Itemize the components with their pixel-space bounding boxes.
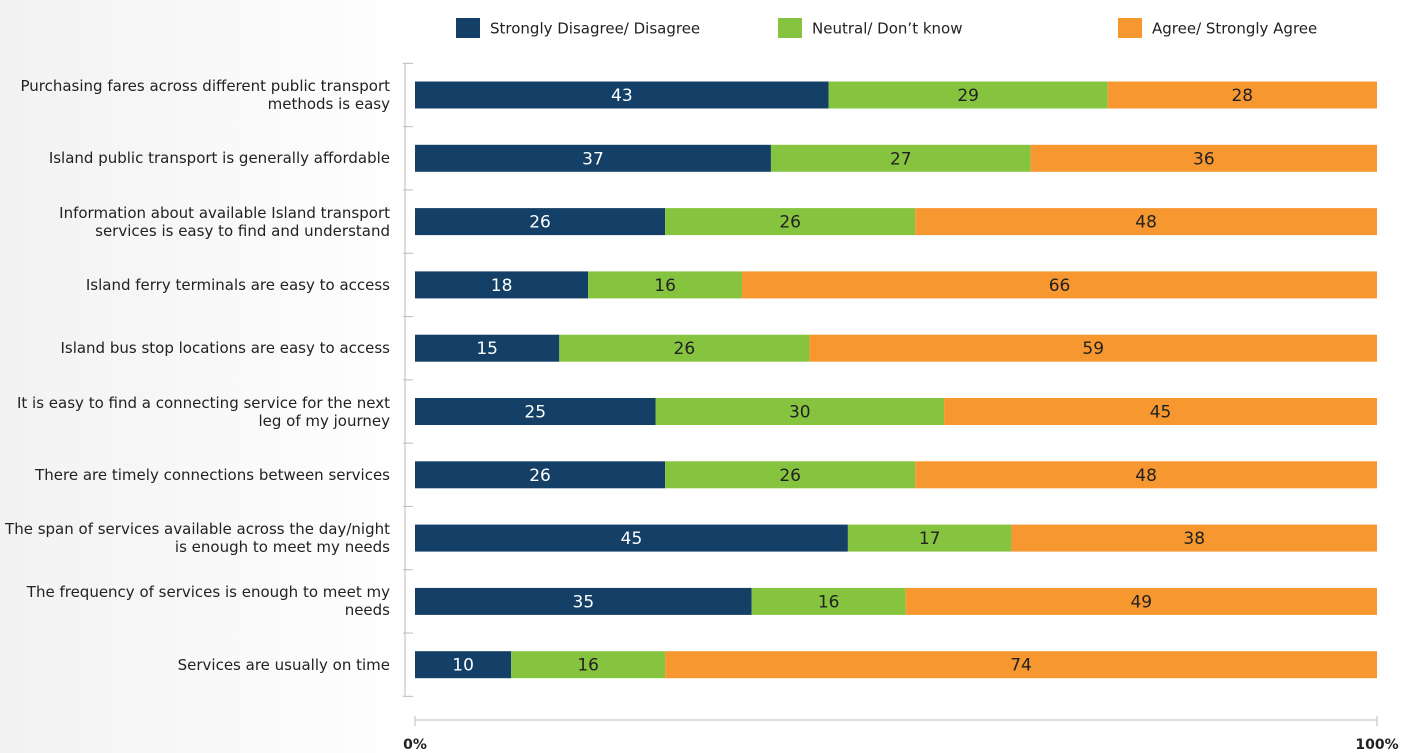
category-label: The frequency of services is enough to m… xyxy=(26,583,390,620)
legend-label: Strongly Disagree/ Disagree xyxy=(490,20,700,38)
bar-segment xyxy=(809,334,1377,362)
value-label: 36 xyxy=(1193,149,1215,169)
bar-segment xyxy=(415,271,589,299)
bar-segment xyxy=(415,208,666,236)
bar-segment xyxy=(742,271,1377,299)
value-label: 17 xyxy=(919,529,941,549)
category-label: Island ferry terminals are easy to acces… xyxy=(85,275,390,294)
value-label: 48 xyxy=(1135,466,1157,486)
bar-segment xyxy=(1107,81,1377,109)
bar-segment xyxy=(665,651,1377,679)
legend-swatch xyxy=(1118,18,1142,38)
bar-segment xyxy=(915,461,1377,489)
value-label: 26 xyxy=(529,213,551,233)
value-label: 16 xyxy=(577,656,599,676)
bar-segment xyxy=(655,398,945,425)
legend-swatch xyxy=(778,18,802,38)
bar-segment xyxy=(665,461,916,489)
bar-segment xyxy=(415,81,829,109)
value-label: 49 xyxy=(1130,592,1152,612)
bar-segment xyxy=(770,144,1031,172)
bar-segment xyxy=(944,398,1377,425)
value-label: 26 xyxy=(779,466,801,486)
value-label: 16 xyxy=(818,592,840,612)
bar-segment xyxy=(588,271,743,299)
bar-segment xyxy=(559,334,810,362)
bar-segment xyxy=(665,208,916,236)
legend-label: Agree/ Strongly Agree xyxy=(1152,20,1317,38)
category-label: Information about available Island trans… xyxy=(59,203,390,240)
value-label: 45 xyxy=(621,529,643,549)
bar-segment xyxy=(1011,524,1377,552)
category-label: Services are usually on time xyxy=(177,655,390,674)
legend-label: Neutral/ Don’t know xyxy=(812,20,962,38)
category-label: Island public transport is generally aff… xyxy=(48,149,390,168)
value-label: 28 xyxy=(1231,86,1253,106)
value-label: 15 xyxy=(476,339,498,359)
value-label: 43 xyxy=(611,86,633,106)
value-label: 30 xyxy=(789,403,811,423)
value-label: 18 xyxy=(491,276,513,296)
legend-swatch xyxy=(456,18,480,38)
bar-segment xyxy=(415,334,560,362)
value-label: 29 xyxy=(957,86,979,106)
value-label: 48 xyxy=(1135,213,1157,233)
value-label: 45 xyxy=(1150,403,1172,423)
bar-segment xyxy=(415,398,656,425)
value-label: 26 xyxy=(674,339,696,359)
bar-segment xyxy=(511,651,666,679)
category-label: It is easy to find a connecting service … xyxy=(16,393,390,430)
category-label: The span of services available across th… xyxy=(5,520,390,557)
bar-segment xyxy=(847,524,1012,552)
value-label: 59 xyxy=(1082,339,1104,359)
bar-segment xyxy=(415,461,666,489)
value-label: 27 xyxy=(890,149,912,169)
bar-segment xyxy=(415,524,848,552)
value-label: 26 xyxy=(779,213,801,233)
x-tick-label: 0% xyxy=(403,737,427,753)
value-label: 10 xyxy=(452,656,474,676)
category-label: Purchasing fares across different public… xyxy=(20,77,390,113)
bar-segment xyxy=(915,208,1377,236)
bar-segment xyxy=(751,587,906,615)
value-label: 25 xyxy=(524,403,546,423)
bar-segment xyxy=(415,651,512,679)
bar-segment xyxy=(1030,144,1377,172)
value-label: 26 xyxy=(529,466,551,486)
value-label: 16 xyxy=(654,276,676,296)
category-label: There are timely connections between ser… xyxy=(35,465,390,484)
value-label: 66 xyxy=(1049,276,1071,296)
bar-segment xyxy=(415,587,752,615)
category-label: Island bus stop locations are easy to ac… xyxy=(60,339,390,358)
value-label: 37 xyxy=(582,149,604,169)
bar-segment xyxy=(905,587,1377,615)
value-label: 35 xyxy=(573,592,595,612)
bar-segment xyxy=(828,81,1108,109)
bar-segment xyxy=(415,144,771,172)
x-tick-label: 100% xyxy=(1355,737,1398,753)
value-label: 74 xyxy=(1010,656,1032,676)
value-label: 38 xyxy=(1183,529,1205,549)
